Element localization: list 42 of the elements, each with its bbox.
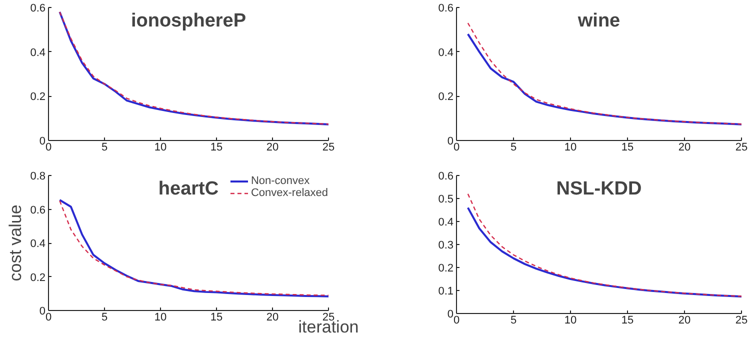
chart-title: NSL-KDD bbox=[556, 178, 642, 200]
x-tick-label: 25 bbox=[735, 314, 748, 326]
x-tick-label: 15 bbox=[210, 312, 223, 324]
chart-title: ionosphereP bbox=[130, 10, 246, 32]
x-tick-label: 10 bbox=[154, 312, 167, 324]
x-tick-label: 20 bbox=[266, 142, 279, 154]
x-tick-label: 15 bbox=[210, 142, 223, 154]
x-tick-label: 5 bbox=[510, 314, 517, 326]
y-tick-label: 0.5 bbox=[438, 194, 454, 206]
x-tick-label: 25 bbox=[735, 142, 748, 154]
y-tick-label: 0.4 bbox=[30, 46, 46, 59]
x-tick-label: 10 bbox=[564, 142, 577, 154]
x-tick-label: 5 bbox=[101, 142, 108, 154]
y-tick-label: 0.4 bbox=[438, 216, 454, 228]
x-tick-label: 5 bbox=[101, 312, 108, 324]
y-tick-label: 0.2 bbox=[438, 91, 454, 104]
y-tick-label: 0.1 bbox=[438, 286, 454, 298]
legend-label: Non-convex bbox=[250, 175, 310, 187]
y-axis-title: cost value bbox=[6, 204, 26, 282]
x-tick-label: 25 bbox=[322, 142, 335, 154]
chart-title: wine bbox=[576, 10, 620, 32]
y-tick-label: 0.8 bbox=[30, 170, 46, 182]
x-tick-label: 15 bbox=[621, 314, 634, 326]
x-tick-label: 10 bbox=[154, 142, 167, 154]
x-tick-label: 10 bbox=[564, 314, 577, 326]
y-tick-label: 0.6 bbox=[438, 2, 454, 14]
x-tick-label: 5 bbox=[510, 142, 517, 154]
y-tick-label: 0.3 bbox=[438, 240, 454, 252]
y-tick-label: 0.6 bbox=[30, 2, 46, 14]
y-tick-label: 0.2 bbox=[438, 262, 454, 274]
y-tick-label: 0.2 bbox=[30, 272, 46, 284]
y-tick-label: 0.6 bbox=[438, 170, 454, 182]
chart-title: heartC bbox=[158, 178, 219, 200]
x-tick-label: 20 bbox=[678, 142, 691, 154]
y-tick-label: 0.4 bbox=[30, 238, 46, 250]
y-tick-label: 0.4 bbox=[438, 46, 454, 59]
y-tick-label: 0.6 bbox=[30, 204, 46, 216]
x-tick-label: 20 bbox=[678, 314, 691, 326]
x-tick-label: 15 bbox=[621, 142, 634, 154]
legend-label: Convex-relaxed bbox=[250, 187, 328, 199]
y-tick-label: 0.2 bbox=[30, 91, 46, 104]
x-tick-label: 20 bbox=[266, 312, 279, 324]
